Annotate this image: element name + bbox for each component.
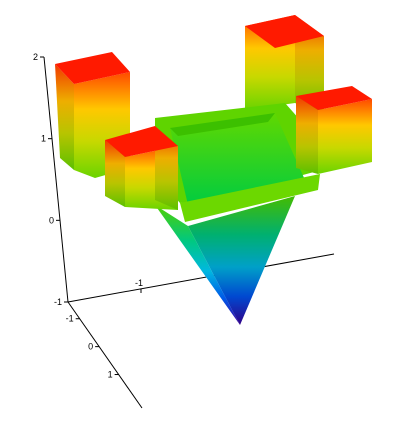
x-tick-label: -1 — [135, 278, 143, 288]
x-axis-ticks: -1 — [135, 278, 143, 293]
z-tick-label: -1 — [54, 297, 62, 307]
y-tick-label: -1 — [66, 314, 74, 324]
y-axis-ticks: -1 0 1 — [66, 314, 119, 380]
right-block-front-face — [318, 99, 372, 174]
surface — [55, 15, 372, 325]
z-tick-label: 1 — [41, 134, 46, 144]
y-tick-label: 0 — [88, 342, 93, 352]
z-tick-label: 2 — [33, 52, 38, 62]
y-axis-line — [68, 302, 142, 408]
z-tick-label: 0 — [49, 215, 54, 225]
y-tick-label: 1 — [108, 370, 113, 380]
